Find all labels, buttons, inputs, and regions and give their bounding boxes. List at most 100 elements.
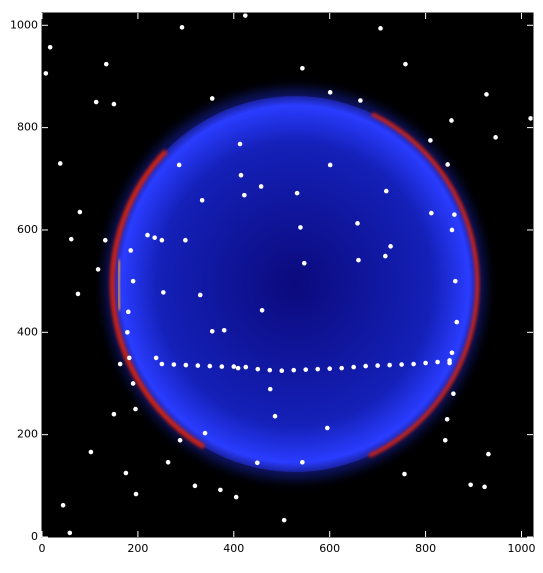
point: [452, 212, 457, 217]
point: [328, 90, 333, 95]
point: [208, 364, 213, 369]
point: [291, 368, 296, 373]
point: [68, 531, 73, 536]
y-tick-label: 800: [17, 121, 38, 134]
point: [243, 13, 248, 18]
point: [279, 368, 284, 373]
point: [384, 189, 389, 194]
point: [411, 362, 416, 367]
point: [134, 492, 139, 497]
point: [443, 438, 448, 443]
point: [118, 362, 123, 367]
point: [126, 310, 131, 315]
point: [375, 363, 380, 368]
point: [267, 368, 272, 373]
point: [198, 293, 203, 298]
ring-hot: [118, 260, 120, 310]
point: [363, 364, 368, 369]
point: [177, 163, 182, 168]
point: [196, 363, 201, 368]
point: [112, 412, 117, 417]
point: [445, 162, 450, 167]
y-tick-label: 600: [17, 223, 38, 236]
point: [484, 92, 489, 97]
x-tick-label: 1000: [507, 542, 535, 555]
point: [295, 191, 300, 196]
point: [447, 358, 452, 363]
point: [203, 431, 208, 436]
point: [112, 102, 117, 107]
point: [351, 365, 356, 370]
point: [450, 350, 455, 355]
point: [44, 71, 49, 76]
point: [493, 135, 498, 140]
point: [218, 488, 223, 493]
point: [103, 238, 108, 243]
point: [78, 210, 83, 215]
point: [210, 329, 215, 334]
point: [259, 184, 264, 189]
point: [210, 96, 215, 101]
point: [268, 387, 273, 392]
point: [315, 367, 320, 372]
point: [160, 238, 165, 243]
point: [298, 225, 303, 230]
point: [125, 330, 130, 335]
point: [468, 483, 473, 488]
point: [89, 450, 94, 455]
y-tick-label: 400: [17, 325, 38, 338]
point: [183, 238, 188, 243]
point: [355, 221, 360, 226]
point: [239, 173, 244, 178]
point: [193, 484, 198, 489]
point: [128, 248, 133, 253]
point: [302, 261, 307, 266]
point: [96, 267, 101, 272]
point: [378, 26, 383, 31]
y-tick-label: 1000: [10, 18, 38, 31]
point: [423, 361, 428, 366]
y-tick-label: 200: [17, 428, 38, 441]
point: [166, 460, 171, 465]
point: [242, 193, 247, 198]
point: [300, 66, 305, 71]
x-tick-label: 200: [127, 542, 148, 555]
point: [383, 254, 388, 259]
point: [327, 366, 332, 371]
point: [69, 237, 74, 242]
x-tick-label: 400: [223, 542, 244, 555]
point: [303, 367, 308, 372]
point: [161, 290, 166, 295]
point: [300, 460, 305, 465]
point: [145, 233, 150, 238]
y-tick-label: 0: [31, 530, 38, 543]
point: [325, 426, 330, 431]
point: [58, 161, 63, 166]
point: [388, 244, 393, 249]
point: [127, 356, 132, 361]
point: [154, 356, 159, 361]
point: [399, 362, 404, 367]
point: [124, 471, 129, 476]
point: [160, 362, 165, 367]
point: [453, 279, 458, 284]
point: [76, 292, 81, 297]
point: [328, 163, 333, 168]
chart: 0200400600800100002004006008001000: [0, 0, 543, 569]
point: [449, 118, 454, 123]
point: [273, 414, 278, 419]
point: [428, 138, 433, 143]
point: [482, 485, 487, 490]
point: [255, 367, 260, 372]
point: [222, 328, 227, 333]
point: [403, 62, 408, 67]
point: [454, 320, 459, 325]
point: [402, 472, 407, 477]
point: [486, 452, 491, 457]
point: [260, 308, 265, 313]
point: [282, 518, 287, 523]
point: [429, 211, 434, 216]
point: [387, 363, 392, 368]
point: [172, 362, 177, 367]
point: [61, 503, 66, 508]
